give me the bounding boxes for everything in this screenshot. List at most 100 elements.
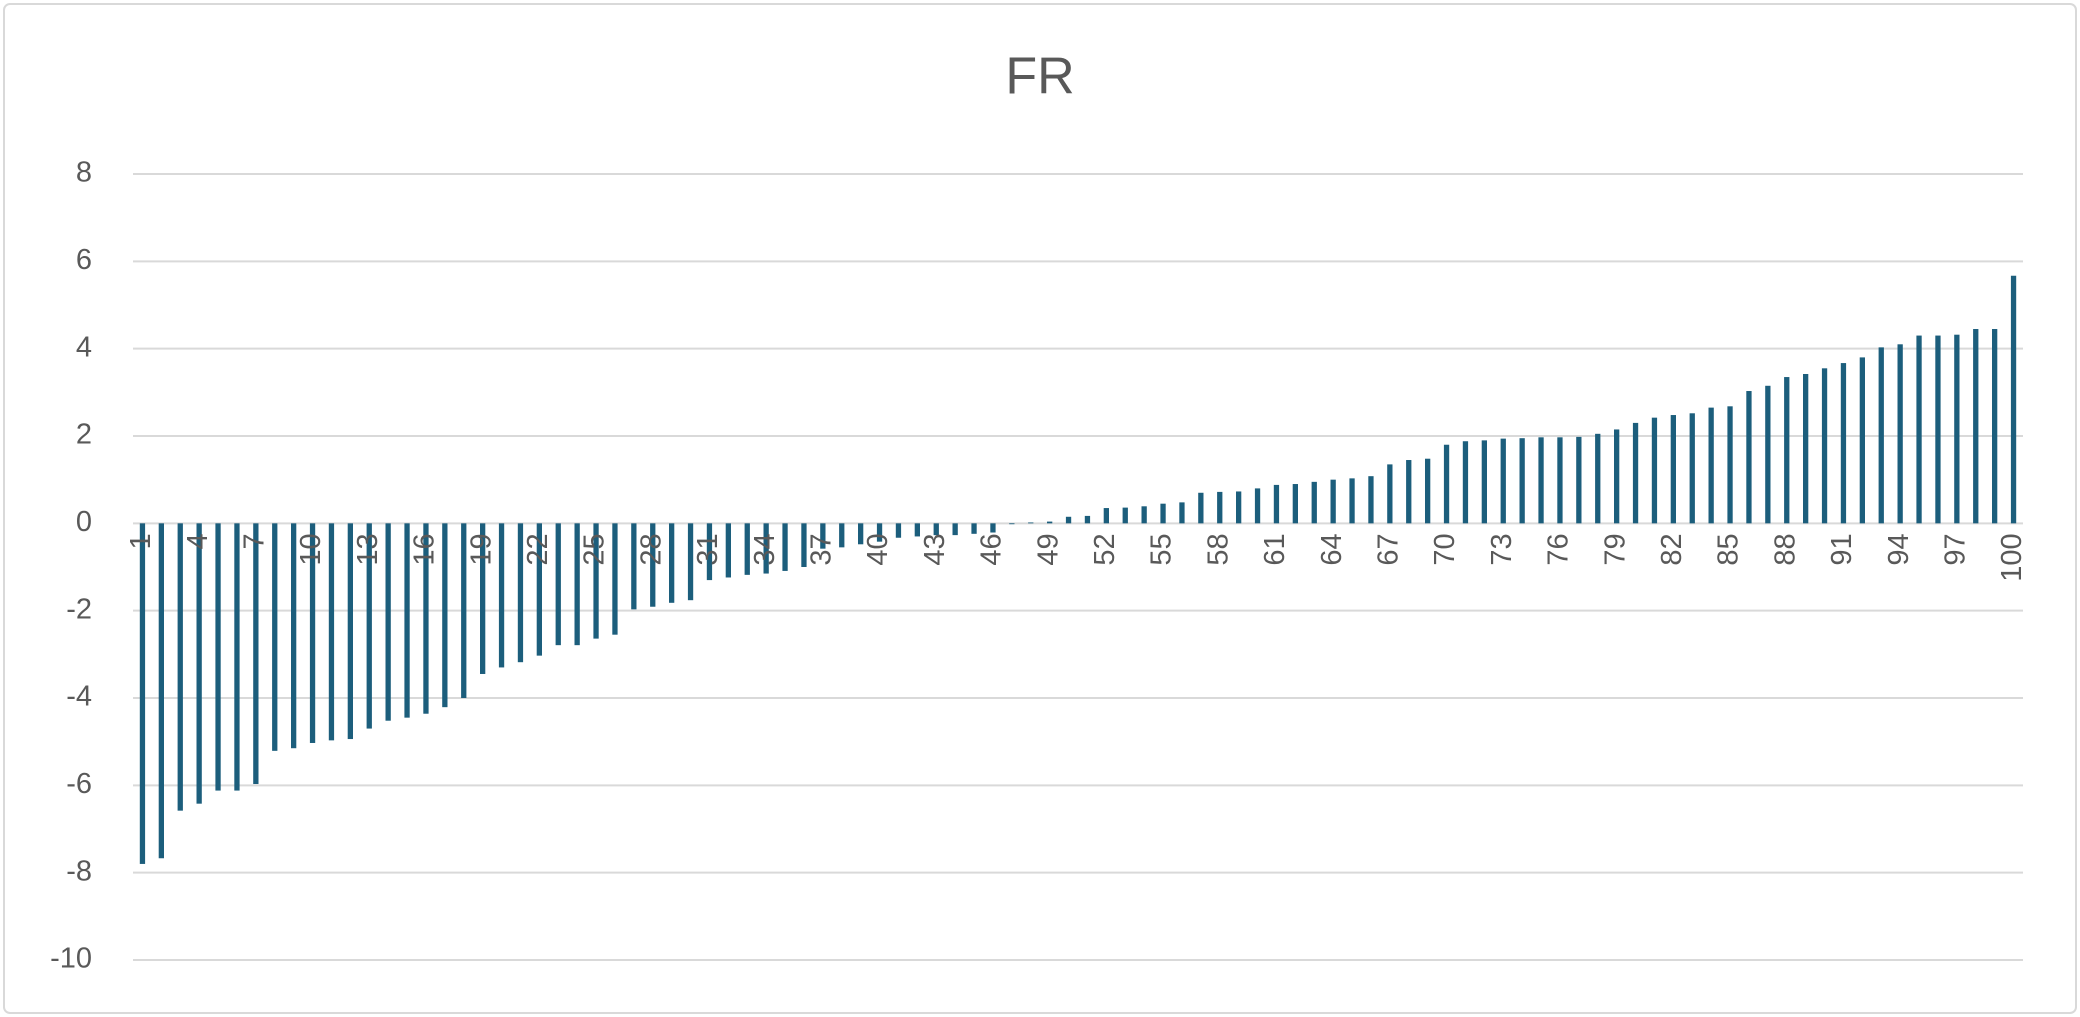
x-tick-label: 73 xyxy=(1486,533,1518,565)
bar xyxy=(895,523,902,538)
x-tick-label: 22 xyxy=(522,533,554,565)
x-tick-label: 49 xyxy=(1032,533,1064,565)
bar xyxy=(423,523,429,714)
bar xyxy=(1198,492,1204,524)
bar xyxy=(1500,438,1506,524)
bar xyxy=(1368,476,1374,524)
bar xyxy=(1217,491,1223,524)
bar xyxy=(1878,347,1884,524)
x-tick-label: 52 xyxy=(1089,533,1121,565)
bar xyxy=(1746,391,1752,524)
bar xyxy=(612,523,618,635)
bar xyxy=(1330,479,1336,524)
x-tick-label: 43 xyxy=(919,533,951,565)
x-tick-label: 61 xyxy=(1259,533,1291,565)
bar xyxy=(1784,377,1790,524)
bar xyxy=(272,523,278,751)
bar xyxy=(517,523,524,663)
bar xyxy=(1821,368,1828,524)
bar xyxy=(933,523,939,536)
bar xyxy=(1651,417,1658,524)
bar xyxy=(1670,415,1676,524)
x-tick-label: 46 xyxy=(976,533,1008,565)
bar xyxy=(801,523,807,567)
y-tick-label: 8 xyxy=(76,157,92,189)
bar xyxy=(309,523,316,743)
bar xyxy=(952,523,958,536)
x-tick-label: 88 xyxy=(1769,533,1801,565)
chart-title: FR xyxy=(1005,48,1074,106)
bar xyxy=(1897,344,1903,524)
bar xyxy=(990,523,996,533)
bar xyxy=(839,523,845,548)
bar xyxy=(782,523,788,571)
x-tick-label: 100 xyxy=(1996,533,2028,581)
bar xyxy=(1765,385,1771,524)
x-tick-label: 82 xyxy=(1656,533,1688,565)
bar xyxy=(631,523,637,610)
bar xyxy=(1538,437,1544,524)
bar xyxy=(1708,407,1714,524)
bar xyxy=(1595,433,1601,524)
bar xyxy=(1065,516,1072,524)
bar xyxy=(1122,507,1128,524)
bar xyxy=(1481,440,1487,524)
bar xyxy=(1557,437,1563,524)
bar xyxy=(706,523,713,581)
y-tick-label: -4 xyxy=(66,681,92,713)
bar xyxy=(1443,444,1450,524)
bar xyxy=(1292,484,1298,524)
bar xyxy=(744,523,750,575)
x-tick-label: 76 xyxy=(1543,533,1575,565)
bar xyxy=(1009,523,1015,525)
bar xyxy=(177,523,183,811)
x-tick-label: 37 xyxy=(806,533,838,565)
y-tick-label: -8 xyxy=(66,855,92,887)
bar xyxy=(858,523,864,545)
bar xyxy=(385,523,391,721)
x-tick-label: 10 xyxy=(295,533,327,565)
bar xyxy=(687,523,694,601)
bar xyxy=(1576,436,1582,524)
bar xyxy=(1840,363,1847,524)
bar xyxy=(1727,406,1733,524)
x-tick-label: 85 xyxy=(1713,533,1745,565)
x-tick-label: 70 xyxy=(1429,533,1461,565)
x-tick-label: 58 xyxy=(1202,533,1234,565)
bar xyxy=(1311,481,1317,524)
x-tick-label: 67 xyxy=(1373,533,1405,565)
x-tick-label: 91 xyxy=(1826,533,1858,565)
y-tick-label: -2 xyxy=(66,593,92,625)
bar xyxy=(291,523,297,749)
bar xyxy=(1614,429,1620,524)
bar xyxy=(1954,334,1960,524)
bar xyxy=(574,523,580,646)
bar xyxy=(650,523,656,607)
bar xyxy=(1859,357,1865,524)
y-tick-label: -10 xyxy=(50,943,92,975)
bar xyxy=(914,523,920,537)
x-tick-label: 94 xyxy=(1883,533,1915,565)
bar xyxy=(1803,373,1809,524)
bar xyxy=(442,523,448,708)
bar xyxy=(1406,460,1412,524)
bar xyxy=(1519,438,1525,524)
x-tick-label: 25 xyxy=(579,533,611,565)
x-tick-label: 16 xyxy=(409,533,441,565)
bar xyxy=(461,523,467,698)
chart-border xyxy=(3,3,2077,1014)
x-tick-label: 4 xyxy=(182,533,214,549)
x-tick-label: 1 xyxy=(125,533,157,549)
x-tick-label: 13 xyxy=(352,533,384,565)
bar xyxy=(1632,422,1639,524)
bar xyxy=(1973,329,1979,524)
bar xyxy=(1236,491,1242,524)
y-tick-label: 6 xyxy=(76,244,92,276)
bar xyxy=(1047,521,1053,524)
bar xyxy=(1916,335,1922,524)
bar xyxy=(725,523,731,578)
bar xyxy=(555,523,561,646)
x-tick-label: 40 xyxy=(862,533,894,565)
bar xyxy=(366,523,372,729)
